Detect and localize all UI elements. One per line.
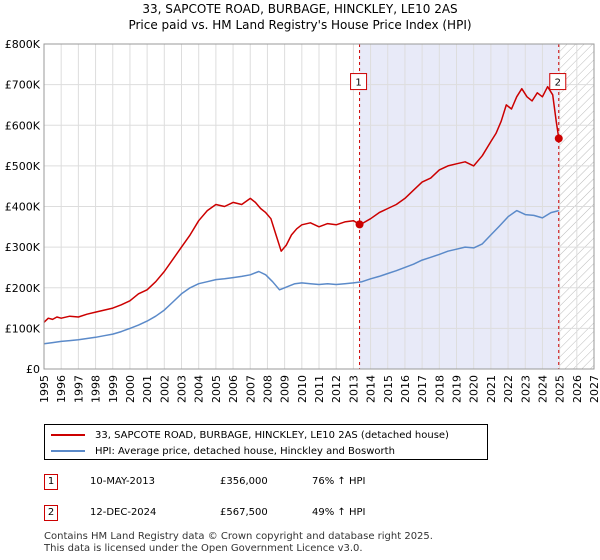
x-tick-label: 2002 — [158, 375, 171, 403]
x-tick-label: 2023 — [519, 375, 532, 403]
x-tick-label: 2009 — [279, 375, 292, 403]
y-tick-label: £200K — [5, 282, 41, 295]
y-tick-label: £300K — [5, 241, 41, 254]
sale-price-1: £356,000 — [220, 476, 268, 487]
y-tick-label: £800K — [5, 38, 41, 51]
x-tick-label: 2001 — [141, 375, 154, 403]
price-chart: 1 2 £0 £100K £200K £300K £400K £500K £600K £700K… — [5, 38, 600, 403]
x-tick-label: 2007 — [244, 375, 257, 403]
x-tick-label: 2013 — [347, 375, 360, 403]
x-tick-label: 2016 — [399, 375, 412, 403]
plot-frame — [43, 43, 595, 370]
x-tick-label: 1996 — [55, 375, 68, 403]
chart-subtitle: Price paid vs. HM Land Registry's House … — [128, 18, 472, 32]
sale-badge-2: 2 — [44, 505, 58, 521]
sale-1-label: 1 — [355, 78, 361, 89]
legend-item-hpi: HPI: Average price, detached house, Hinc… — [51, 443, 395, 459]
x-tick-label: 1997 — [72, 375, 85, 403]
x-tick-label: 2021 — [485, 375, 498, 403]
sale-price-2: £567,500 — [220, 507, 268, 518]
legend-label-property: 33, SAPCOTE ROAD, BURBAGE, HINCKLEY, LE1… — [95, 429, 449, 441]
y-tick-label: £500K — [5, 160, 41, 173]
x-tick-label: 1995 — [38, 375, 51, 403]
sale-2-label: 2 — [555, 78, 561, 89]
legend-swatch-hpi — [51, 450, 85, 452]
x-tick-label: 2015 — [382, 375, 395, 403]
chart-title: 33, SAPCOTE ROAD, BURBAGE, HINCKLEY, LE1… — [142, 2, 458, 16]
x-tick-label: 2024 — [536, 375, 549, 403]
x-tick-label: 2018 — [433, 375, 446, 403]
sale-2-label-box — [549, 73, 567, 91]
footer-licence: This data is licensed under the Open Gov… — [44, 543, 363, 554]
legend-label-hpi: HPI: Average price, detached house, Hinc… — [95, 445, 395, 457]
x-tick-label: 2008 — [261, 375, 274, 403]
x-tick-label: 2027 — [588, 375, 600, 403]
y-tick-label: £400K — [5, 201, 41, 214]
y-tick-label: £100K — [5, 322, 41, 335]
sale-hpi-1: 76% ↑ HPI — [312, 476, 366, 487]
x-tick-label: 2000 — [124, 375, 137, 403]
x-tick-label: 2022 — [502, 375, 515, 403]
footer-copyright: Contains HM Land Registry data © Crown c… — [44, 531, 433, 542]
x-tick-label: 2010 — [296, 375, 309, 403]
x-tick-label: 2014 — [365, 375, 378, 403]
x-tick-label: 2003 — [176, 375, 189, 403]
y-tick-label: £700K — [5, 79, 41, 92]
footer: Contains HM Land Registry data © Crown c… — [44, 531, 433, 555]
x-tick-label: 1999 — [107, 375, 120, 403]
x-tick-label: 2020 — [468, 375, 481, 403]
y-tick-label: £0 — [26, 363, 40, 376]
x-tick-label: 2011 — [313, 375, 326, 403]
x-tick-label: 2004 — [193, 375, 206, 403]
sale-hpi-2: 49% ↑ HPI — [312, 507, 366, 518]
sale-date-1: 10-MAY-2013 — [90, 476, 156, 487]
legend: 33, SAPCOTE ROAD, BURBAGE, HINCKLEY, LE1… — [44, 424, 488, 460]
x-tick-label: 2026 — [571, 375, 584, 403]
hpi-line — [43, 209, 559, 345]
property-price-line — [43, 85, 560, 323]
x-tick-label: 2005 — [210, 375, 223, 403]
legend-swatch-property — [51, 434, 85, 436]
sale-badge-1: 1 — [44, 474, 58, 490]
x-tick-label: 2006 — [227, 375, 240, 403]
legend-item-property: 33, SAPCOTE ROAD, BURBAGE, HINCKLEY, LE1… — [51, 427, 449, 443]
x-tick-label: 2012 — [330, 375, 343, 403]
x-tick-label: 2025 — [554, 375, 567, 403]
x-tick-label: 2017 — [416, 375, 429, 403]
sale-date-2: 12-DEC-2024 — [90, 507, 157, 518]
sale-1-marker — [355, 220, 364, 229]
sale-1-label-box — [350, 73, 368, 91]
y-tick-label: £600K — [5, 119, 41, 132]
x-tick-label: 1998 — [90, 375, 103, 403]
x-tick-label: 2019 — [451, 375, 464, 403]
sale-2-marker — [554, 134, 563, 143]
